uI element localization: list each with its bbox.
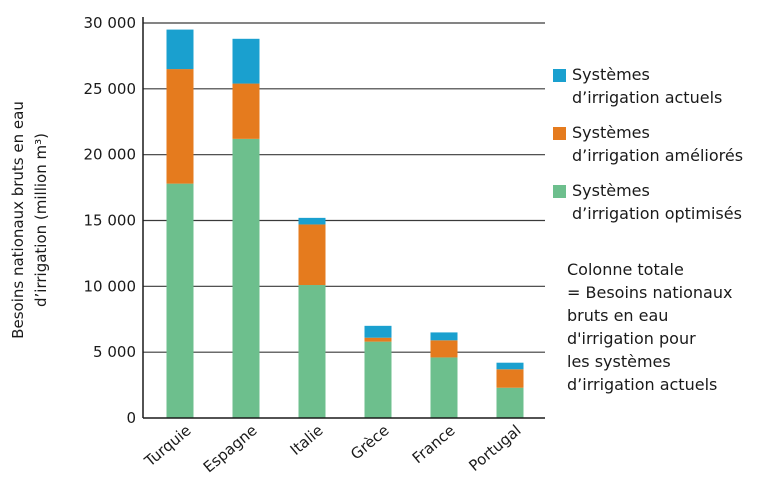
bar-segment (166, 69, 194, 184)
bars (166, 29, 524, 418)
x-category-labels: Turquie Espagne Italie Grèce France Portugal (140, 421, 524, 476)
bar-segment (166, 183, 194, 418)
note-line: = Besoins nationaux (567, 283, 732, 302)
note-line: d'irrigation pour (567, 329, 696, 348)
legend-label: Systèmes (572, 181, 650, 200)
note-line: bruts en eau (567, 306, 668, 325)
gridlines (143, 22, 545, 353)
legend-label: d’irrigation optimisés (572, 204, 742, 223)
bar-segment (496, 369, 524, 388)
y-tick-label: 30 000 (84, 14, 137, 32)
y-tick-label: 10 000 (84, 277, 137, 295)
bar-segment (496, 387, 524, 418)
bar-segment (232, 83, 260, 139)
x-category-label: France (409, 421, 459, 467)
bar-segment (364, 337, 392, 342)
axes (142, 17, 545, 419)
note-line: d’irrigation actuels (567, 375, 717, 394)
note-line: Colonne totale (567, 260, 684, 279)
legend-label: Systèmes (572, 123, 650, 142)
legend: Systèmes d’irrigation actuels Systèmes d’ir… (553, 65, 743, 223)
y-tick-label: 5 000 (93, 343, 136, 361)
bar-segment (298, 224, 326, 286)
legend-swatch (553, 127, 566, 140)
y-axis-label-line: d’irrigation (million m³) (32, 133, 50, 307)
legend-swatch (553, 69, 566, 82)
y-tick-label: 15 000 (84, 212, 137, 230)
y-axis-label: Besoins nationaux bruts en eau d’irrigati… (9, 101, 50, 339)
bar-segment (430, 357, 458, 418)
x-category-label: Grèce (347, 421, 392, 463)
x-category-label: Turquie (140, 421, 194, 471)
y-tick-label: 0 (126, 409, 136, 427)
bar-segment (166, 29, 194, 70)
y-tick-labels: 0 5 000 10 000 15 000 20 000 25 000 30 000 (84, 14, 137, 427)
bar-segment (496, 362, 524, 370)
bar-segment (232, 138, 260, 418)
y-tick-label: 25 000 (84, 80, 137, 98)
bar-segment (232, 38, 260, 84)
bar-segment (430, 340, 458, 358)
x-category-label: Portugal (465, 421, 524, 475)
y-tick-label: 20 000 (84, 146, 137, 164)
chart-note: Colonne totale = Besoins nationaux bruts e… (567, 260, 732, 394)
y-axis-label-line: Besoins nationaux bruts en eau (9, 101, 27, 339)
x-category-label: Espagne (200, 421, 261, 476)
bar-segment (298, 285, 326, 418)
bar-segment (430, 332, 458, 341)
legend-label: d’irrigation actuels (572, 88, 722, 107)
x-category-label: Italie (287, 421, 327, 459)
note-line: les systèmes (567, 352, 671, 371)
bar-segment (364, 325, 392, 338)
bar-segment (298, 217, 326, 225)
legend-swatch (553, 185, 566, 198)
legend-label: Systèmes (572, 65, 650, 84)
bar-segment (364, 341, 392, 418)
legend-label: d’irrigation améliorés (572, 146, 743, 165)
